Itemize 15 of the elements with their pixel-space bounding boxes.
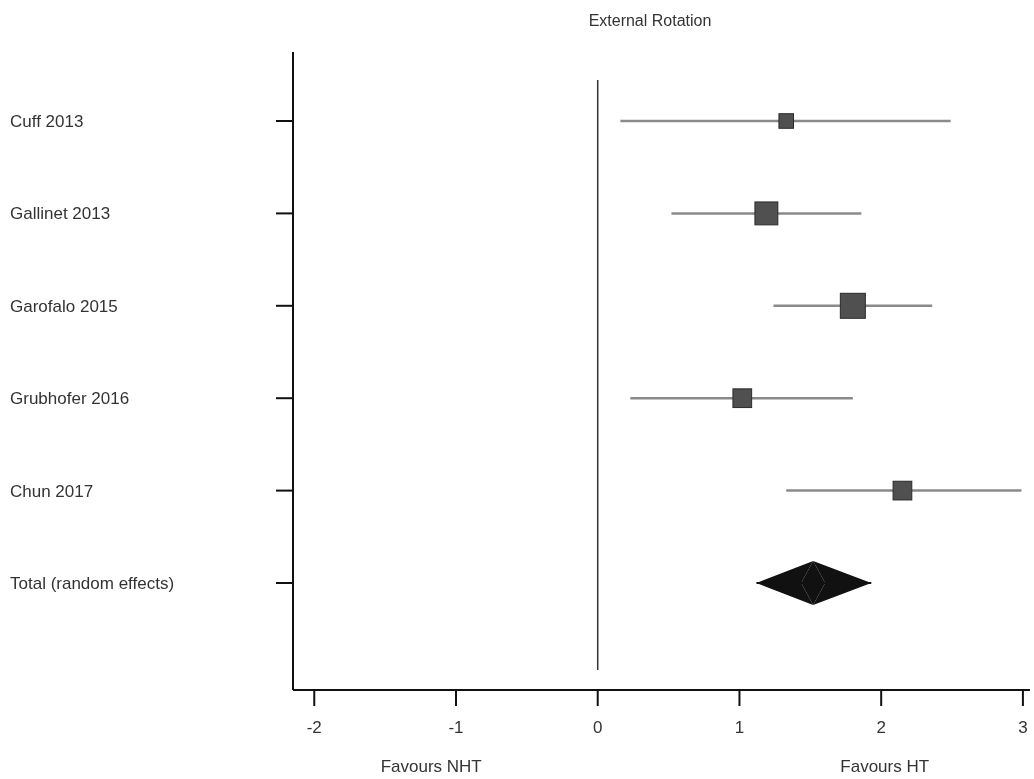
y-tick-label: Chun 2017 <box>10 481 94 501</box>
y-tick-label: Gallinet 2013 <box>10 204 111 224</box>
x-tick-label: 3 <box>1018 718 1028 737</box>
chart-title: External Rotation <box>588 12 712 29</box>
x-tick-label: -2 <box>306 718 322 737</box>
x-tick-label: 2 <box>876 718 886 737</box>
x-tick-label: -1 <box>448 718 464 737</box>
x-tick-label: 1 <box>734 718 745 737</box>
y-tick-label: Total (random effects) <box>10 573 175 593</box>
y-tick-label: Cuff 2013 <box>10 111 84 131</box>
y-tick-label: Garofalo 2015 <box>10 296 118 316</box>
text: Favours HT <box>840 757 930 776</box>
x-tick-label: 0 <box>592 718 603 737</box>
y-tick-label: Grubhofer 2016 <box>10 389 130 409</box>
text: Favours NHT <box>380 757 482 776</box>
